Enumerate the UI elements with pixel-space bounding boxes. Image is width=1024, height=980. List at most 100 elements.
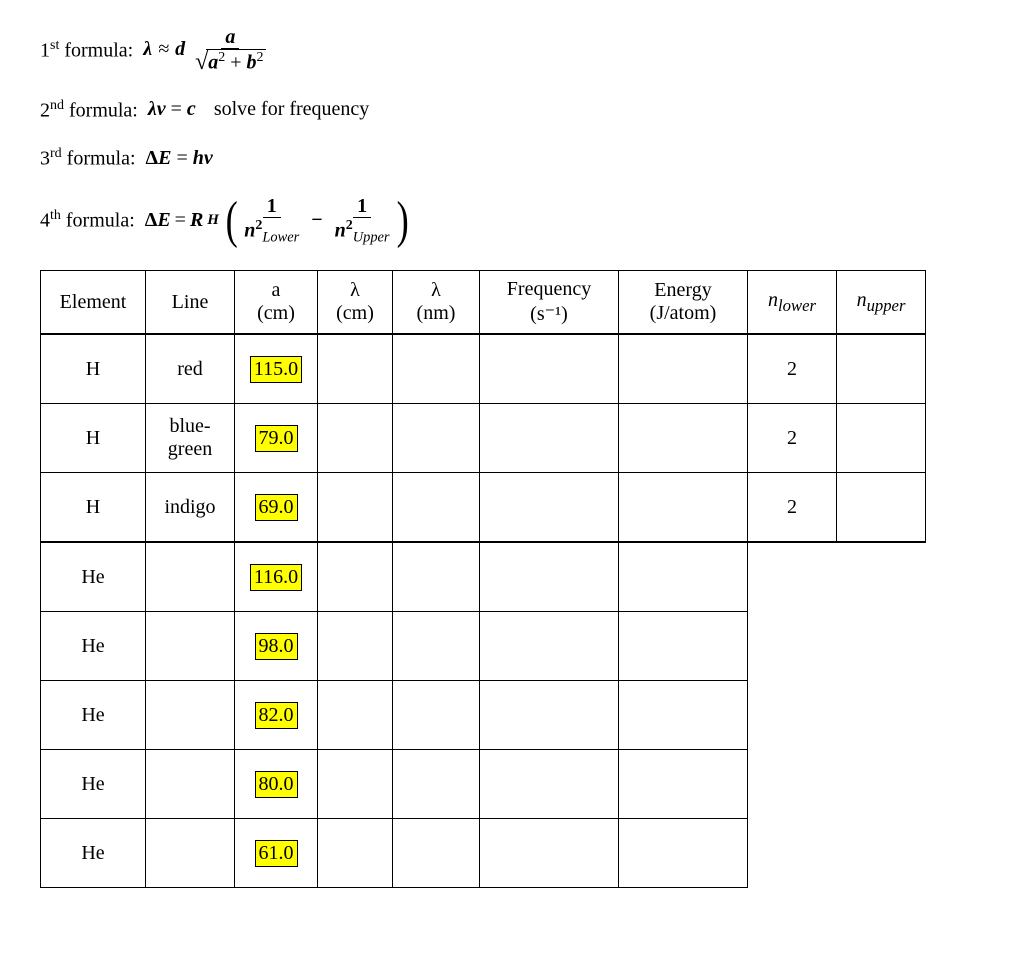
cell-lam-nm	[393, 334, 480, 404]
sqrt: a2 + b2	[195, 49, 265, 74]
cell-line	[146, 750, 235, 819]
formula-3: 3rd formula: ΔE = hν	[40, 146, 984, 171]
ord-suffix: rd	[50, 146, 62, 161]
sq2: 2	[257, 50, 264, 65]
cell-lam-cm	[318, 404, 393, 473]
cell-nlower: 2	[748, 473, 837, 543]
cell-nupper	[837, 542, 926, 612]
n-sub: lower	[778, 296, 816, 315]
th-lamc-top: λ	[322, 279, 388, 302]
table-row: He 98.0	[41, 612, 926, 681]
formula-1-expr: λ ≈ d a a2 + b2	[143, 26, 269, 74]
formula-3-expr: ΔE = hν	[146, 147, 213, 170]
formula-2-note: solve for frequency	[214, 98, 370, 121]
cell-energy	[619, 473, 748, 543]
denominator: a2 + b2	[191, 49, 269, 74]
cell-lam-cm	[318, 750, 393, 819]
lower-sub: Lower	[262, 230, 299, 246]
table-row: He 82.0	[41, 681, 926, 750]
th-energy: Energy (J/atom)	[619, 271, 748, 335]
ord-num: 2	[40, 99, 50, 121]
table-header-row: Element Line a (cm) λ (cm) λ (nm) Freque…	[41, 271, 926, 335]
cell-energy	[619, 334, 748, 404]
cell-element: He	[41, 542, 146, 612]
cell-nupper	[837, 404, 926, 473]
cell-a: 116.0	[235, 542, 318, 612]
label-text: formula:	[59, 39, 133, 61]
minus: −	[311, 209, 322, 232]
b-sym: b	[247, 52, 257, 74]
cell-nupper	[837, 473, 926, 543]
table-row: He 61.0	[41, 819, 926, 888]
cell-a: 61.0	[235, 819, 318, 888]
cell-freq	[480, 542, 619, 612]
cell-nlower	[748, 612, 837, 681]
cell-line	[146, 542, 235, 612]
cell-a: 80.0	[235, 750, 318, 819]
th-freq-bot: (s⁻¹)	[484, 301, 614, 326]
lambda-symbol: λ	[143, 38, 152, 61]
th-a-top: a	[239, 279, 313, 302]
ord-suffix: th	[50, 208, 61, 223]
n-pre: n	[768, 289, 778, 311]
cell-energy	[619, 681, 748, 750]
formula-4-expr: ΔE = RH ( 1 n2Lower − 1 n2Upper	[145, 195, 411, 247]
cell-lam-cm	[318, 334, 393, 404]
th-lambda-nm: λ (nm)	[393, 271, 480, 335]
th-nlower: nlower	[748, 271, 837, 335]
label-text: formula:	[61, 210, 135, 232]
cell-nlower: 2	[748, 334, 837, 404]
th-energy-bot: (J/atom)	[623, 302, 743, 325]
formula-2-label: 2nd formula:	[40, 98, 138, 123]
cell-lam-nm	[393, 473, 480, 543]
highlighted-value: 61.0	[255, 840, 298, 867]
highlighted-value: 116.0	[250, 564, 302, 591]
formula-1-label: 1st formula:	[40, 38, 133, 63]
th-freq-top: Frequency	[484, 278, 614, 301]
th-frequency: Frequency (s⁻¹)	[480, 271, 619, 335]
cell-energy	[619, 750, 748, 819]
highlighted-value: 69.0	[255, 494, 298, 521]
cell-element: He	[41, 612, 146, 681]
cell-a: 115.0	[235, 334, 318, 404]
data-table: Element Line a (cm) λ (cm) λ (nm) Freque…	[40, 270, 926, 888]
fraction: a a2 + b2	[191, 26, 269, 74]
label-text: formula:	[62, 148, 136, 170]
one: 1	[263, 195, 281, 218]
table-row: H indigo 69.0 2	[41, 473, 926, 543]
formula-2: 2nd formula: λν = c solve for frequency	[40, 98, 984, 123]
cell-freq	[480, 750, 619, 819]
cell-lam-cm	[318, 681, 393, 750]
th-energy-top: Energy	[623, 279, 743, 302]
cell-line: indigo	[146, 473, 235, 543]
highlighted-value: 79.0	[255, 425, 298, 452]
n-sub2: upper	[867, 296, 906, 315]
cell-element: He	[41, 750, 146, 819]
one2: 1	[353, 195, 371, 218]
upper-sub: Upper	[353, 230, 390, 246]
table-row: He 80.0	[41, 750, 926, 819]
R-sub: H	[207, 212, 219, 229]
d-symbol: d	[175, 38, 185, 61]
cell-nupper	[837, 819, 926, 888]
cell-lam-nm	[393, 612, 480, 681]
cell-lam-cm	[318, 612, 393, 681]
cell-lam-nm	[393, 404, 480, 473]
cell-nupper	[837, 750, 926, 819]
cell-nlower	[748, 819, 837, 888]
sq2: 2	[346, 218, 353, 233]
cell-energy	[619, 404, 748, 473]
ord-suffix: nd	[50, 98, 64, 113]
highlighted-value: 115.0	[250, 356, 302, 383]
th-line: Line	[146, 271, 235, 335]
parenthesized: ( 1 n2Lower − 1 n2Upper )	[223, 195, 411, 247]
highlighted-value: 82.0	[255, 702, 298, 729]
cell-energy	[619, 612, 748, 681]
th-lamn-top: λ	[397, 279, 475, 302]
th-a-bot: (cm)	[239, 302, 313, 325]
cell-a: 82.0	[235, 681, 318, 750]
cell-lam-nm	[393, 681, 480, 750]
sq: 2	[218, 50, 225, 65]
formula-1: 1st formula: λ ≈ d a a2 + b2	[40, 26, 984, 74]
cell-element: He	[41, 681, 146, 750]
